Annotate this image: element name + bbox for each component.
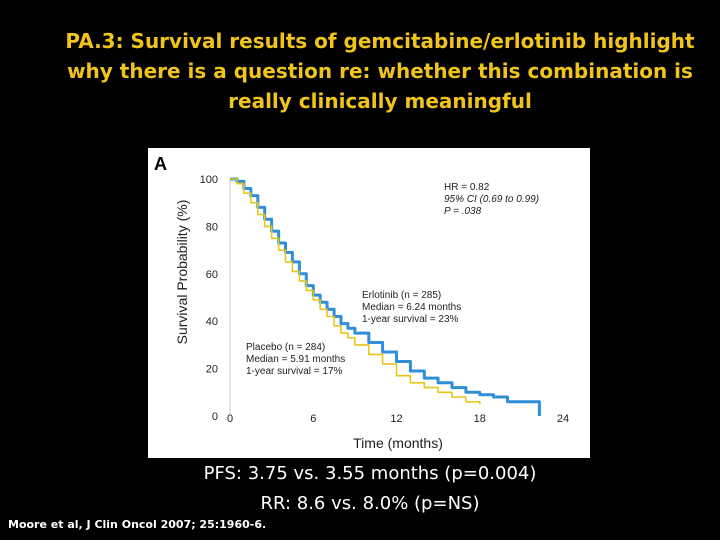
erlotinib-1yr: 1-year survival = 23% xyxy=(362,314,459,325)
y-axis-label: Survival Probability (%) xyxy=(174,200,190,345)
title-line: really clinically meaningful xyxy=(228,89,532,113)
title-line: PA.3: Survival results of gemcitabine/er… xyxy=(65,29,695,53)
placebo-survival-curve xyxy=(230,178,481,405)
panel-label: A xyxy=(154,154,167,174)
ci-annotation: 95% CI (0.69 to 0.99) xyxy=(444,194,539,205)
survival-chart-svg: A 0 20 40 60 80 100 0 6 12 18 24 HR = 0.82 95% CI … xyxy=(154,154,569,451)
y-tick-label: 60 xyxy=(206,269,218,281)
y-tick-label: 80 xyxy=(206,221,218,233)
placebo-label: Placebo (n = 284) xyxy=(246,342,325,353)
hr-annotation: HR = 0.82 xyxy=(444,182,490,193)
x-tick-label: 12 xyxy=(390,413,402,425)
y-tick-label: 40 xyxy=(206,316,218,328)
rr-result: RR: 8.6 vs. 8.0% (p=NS) xyxy=(260,493,480,514)
y-tick-label: 0 xyxy=(212,411,218,423)
erlotinib-survival-curve xyxy=(230,177,541,416)
title-line: why there is a question re: whether this… xyxy=(67,59,693,83)
x-tick-label: 0 xyxy=(227,413,233,425)
x-tick-label: 24 xyxy=(557,413,569,425)
p-annotation: P = .038 xyxy=(444,206,482,217)
x-tick-label: 6 xyxy=(310,413,316,425)
y-tick-label: 20 xyxy=(206,364,218,376)
placebo-median: Median = 5.91 months xyxy=(246,354,345,365)
placebo-1yr: 1-year survival = 17% xyxy=(246,366,343,377)
y-tick-label: 100 xyxy=(200,174,218,186)
survival-chart: A 0 20 40 60 80 100 0 6 12 18 24 HR = 0.82 95% CI … xyxy=(148,148,590,458)
erlotinib-label: Erlotinib (n = 285) xyxy=(362,290,441,301)
erlotinib-median: Median = 6.24 months xyxy=(362,302,461,313)
pfs-result: PFS: 3.75 vs. 3.55 months (p=0.004) xyxy=(203,463,537,484)
x-axis-label: Time (months) xyxy=(353,435,443,451)
slide-title: PA.3: Survival results of gemcitabine/er… xyxy=(40,26,720,116)
citation: Moore et al, J Clin Oncol 2007; 25:1960-… xyxy=(8,518,267,531)
x-tick-label: 18 xyxy=(474,413,486,425)
